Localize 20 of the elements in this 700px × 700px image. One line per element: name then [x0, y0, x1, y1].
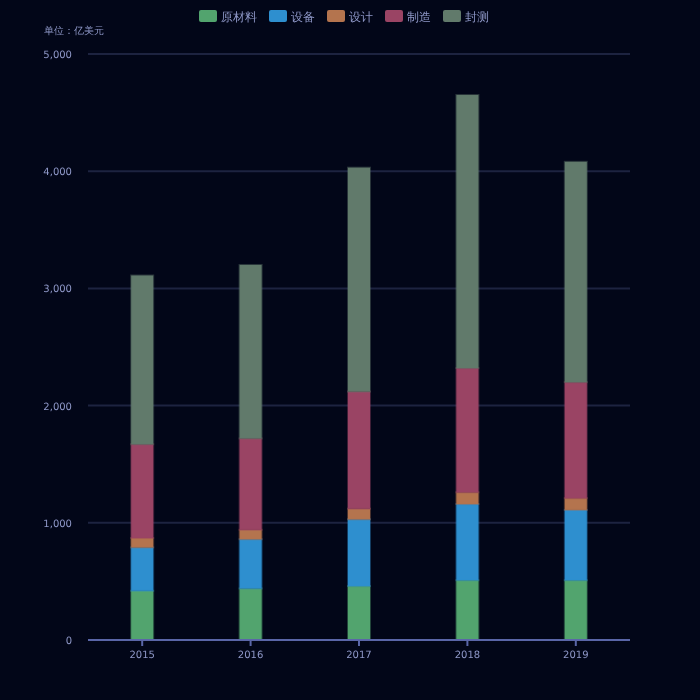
- bar: [347, 585, 371, 641]
- bar: [238, 587, 263, 641]
- bar: [455, 503, 480, 582]
- bar: [347, 390, 371, 510]
- bar: [455, 367, 480, 494]
- bar: [563, 508, 588, 582]
- bar: [238, 538, 263, 590]
- bar: [130, 274, 155, 446]
- bar: [563, 579, 588, 641]
- bar: [563, 381, 588, 500]
- bar: [455, 94, 480, 370]
- bar: [455, 579, 480, 641]
- bar: [130, 443, 155, 540]
- bar: [347, 518, 371, 588]
- bar: [130, 589, 155, 641]
- bar: [238, 437, 263, 531]
- bar: [347, 166, 371, 393]
- bar: [238, 263, 263, 440]
- bar: [130, 546, 155, 592]
- bar: [563, 160, 588, 384]
